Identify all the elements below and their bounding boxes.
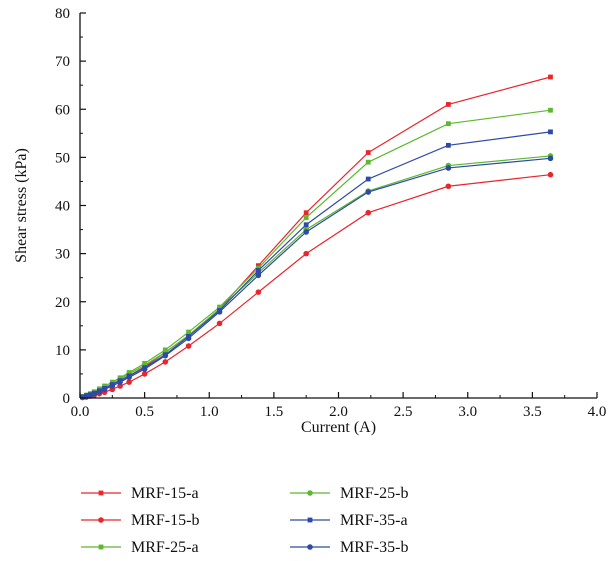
x-tick-label: 4.0: [588, 404, 607, 420]
data-point: [162, 352, 169, 359]
series-line: [82, 109, 551, 398]
x-tick-label: 3.0: [458, 404, 477, 420]
x-tick-label: 0.0: [71, 404, 90, 420]
legend-item: MRF-35-a: [290, 512, 408, 529]
y-tick-label: 70: [55, 54, 70, 70]
data-point: [445, 121, 451, 127]
y-tick-label: 0: [63, 391, 71, 407]
data-point: [303, 229, 309, 235]
data-point: [445, 165, 452, 171]
y-tick-label: 80: [55, 6, 70, 22]
data-point: [255, 265, 261, 271]
x-tick-label: 2.0: [329, 404, 348, 420]
x-tick-label: 3.5: [523, 404, 542, 420]
legend-item: MRF-15-a: [81, 485, 199, 502]
data-point: [216, 309, 223, 315]
x-tick-label: 2.5: [394, 404, 413, 420]
series-mrf-15-a: [80, 74, 553, 400]
legend-item: MRF-35-b: [290, 539, 408, 556]
x-axis-label: Current (A): [301, 419, 376, 436]
x-tick-label: 1.0: [200, 404, 219, 420]
x-tick-label: 1.5: [265, 404, 284, 420]
data-point: [255, 268, 261, 273]
data-point: [98, 544, 104, 550]
data-point: [303, 222, 309, 228]
data-point: [255, 263, 261, 269]
data-point: [98, 517, 104, 523]
data-point: [101, 386, 108, 393]
y-tick-label: 50: [55, 150, 70, 166]
data-point: [186, 329, 191, 335]
series-line: [82, 131, 551, 398]
data-point: [548, 74, 553, 80]
legend-label: MRF-25-a: [131, 539, 199, 556]
legend-item: MRF-25-a: [81, 539, 199, 556]
x-tick-label: 0.5: [135, 404, 154, 420]
data-point: [303, 215, 309, 220]
data-point: [307, 490, 313, 496]
data-point: [185, 343, 192, 349]
data-point: [117, 379, 123, 385]
data-point: [445, 142, 451, 148]
series-line: [82, 76, 551, 398]
y-tick-label: 20: [55, 295, 70, 311]
data-point: [365, 176, 371, 182]
plot-layer: [79, 74, 554, 401]
data-point: [303, 250, 309, 257]
data-point: [216, 320, 223, 327]
legend-label: MRF-35-b: [340, 539, 408, 556]
data-point: [255, 289, 262, 295]
y-tick-label: 40: [55, 199, 70, 215]
axes: [79, 13, 597, 399]
legend: MRF-15-a MRF-15-b MRF-25-a MRF-25-b MRF-35-a…: [81, 485, 408, 556]
data-point: [126, 374, 132, 381]
legend-label: MRF-35-a: [340, 512, 408, 529]
x-ticks: 0.0 0.5 1.0 1.5 2.0 2.5 3.0 3.5 4.0: [71, 392, 607, 420]
data-point: [185, 335, 192, 342]
data-point: [255, 272, 262, 279]
legend-label: MRF-15-b: [131, 512, 199, 529]
legend-label: MRF-25-b: [340, 485, 408, 502]
legend-label: MRF-15-a: [131, 485, 199, 502]
data-point: [307, 517, 313, 523]
y-ticks: 0 10 20 30 40 50 60 70 80: [55, 6, 86, 407]
data-point: [548, 107, 553, 113]
y-tick-label: 10: [55, 343, 70, 359]
data-point: [547, 171, 554, 178]
y-tick-label: 60: [55, 102, 70, 118]
y-axis-label: Shear stress (kPa): [13, 148, 30, 263]
legend-item: MRF-15-b: [81, 512, 199, 529]
data-point: [547, 155, 554, 162]
data-point: [109, 383, 116, 389]
data-point: [126, 379, 132, 385]
data-point: [445, 102, 451, 107]
data-point: [445, 183, 452, 190]
data-point: [365, 150, 371, 155]
y-tick-label: 30: [55, 247, 70, 263]
data-point: [96, 388, 103, 395]
series-mrf-15-b: [79, 171, 554, 401]
data-point: [98, 490, 104, 496]
series-mrf-35-b: [79, 155, 554, 400]
data-point: [162, 359, 169, 365]
data-point: [365, 159, 371, 165]
data-point: [141, 366, 148, 372]
data-point: [365, 189, 372, 195]
data-point: [307, 544, 313, 550]
data-point: [91, 390, 98, 397]
data-point: [303, 210, 309, 216]
data-point: [548, 129, 553, 135]
data-point: [117, 383, 123, 389]
series-mrf-25-a: [80, 107, 553, 399]
data-point: [141, 371, 148, 377]
legend-item: MRF-25-b: [290, 485, 408, 502]
data-point: [365, 209, 372, 216]
